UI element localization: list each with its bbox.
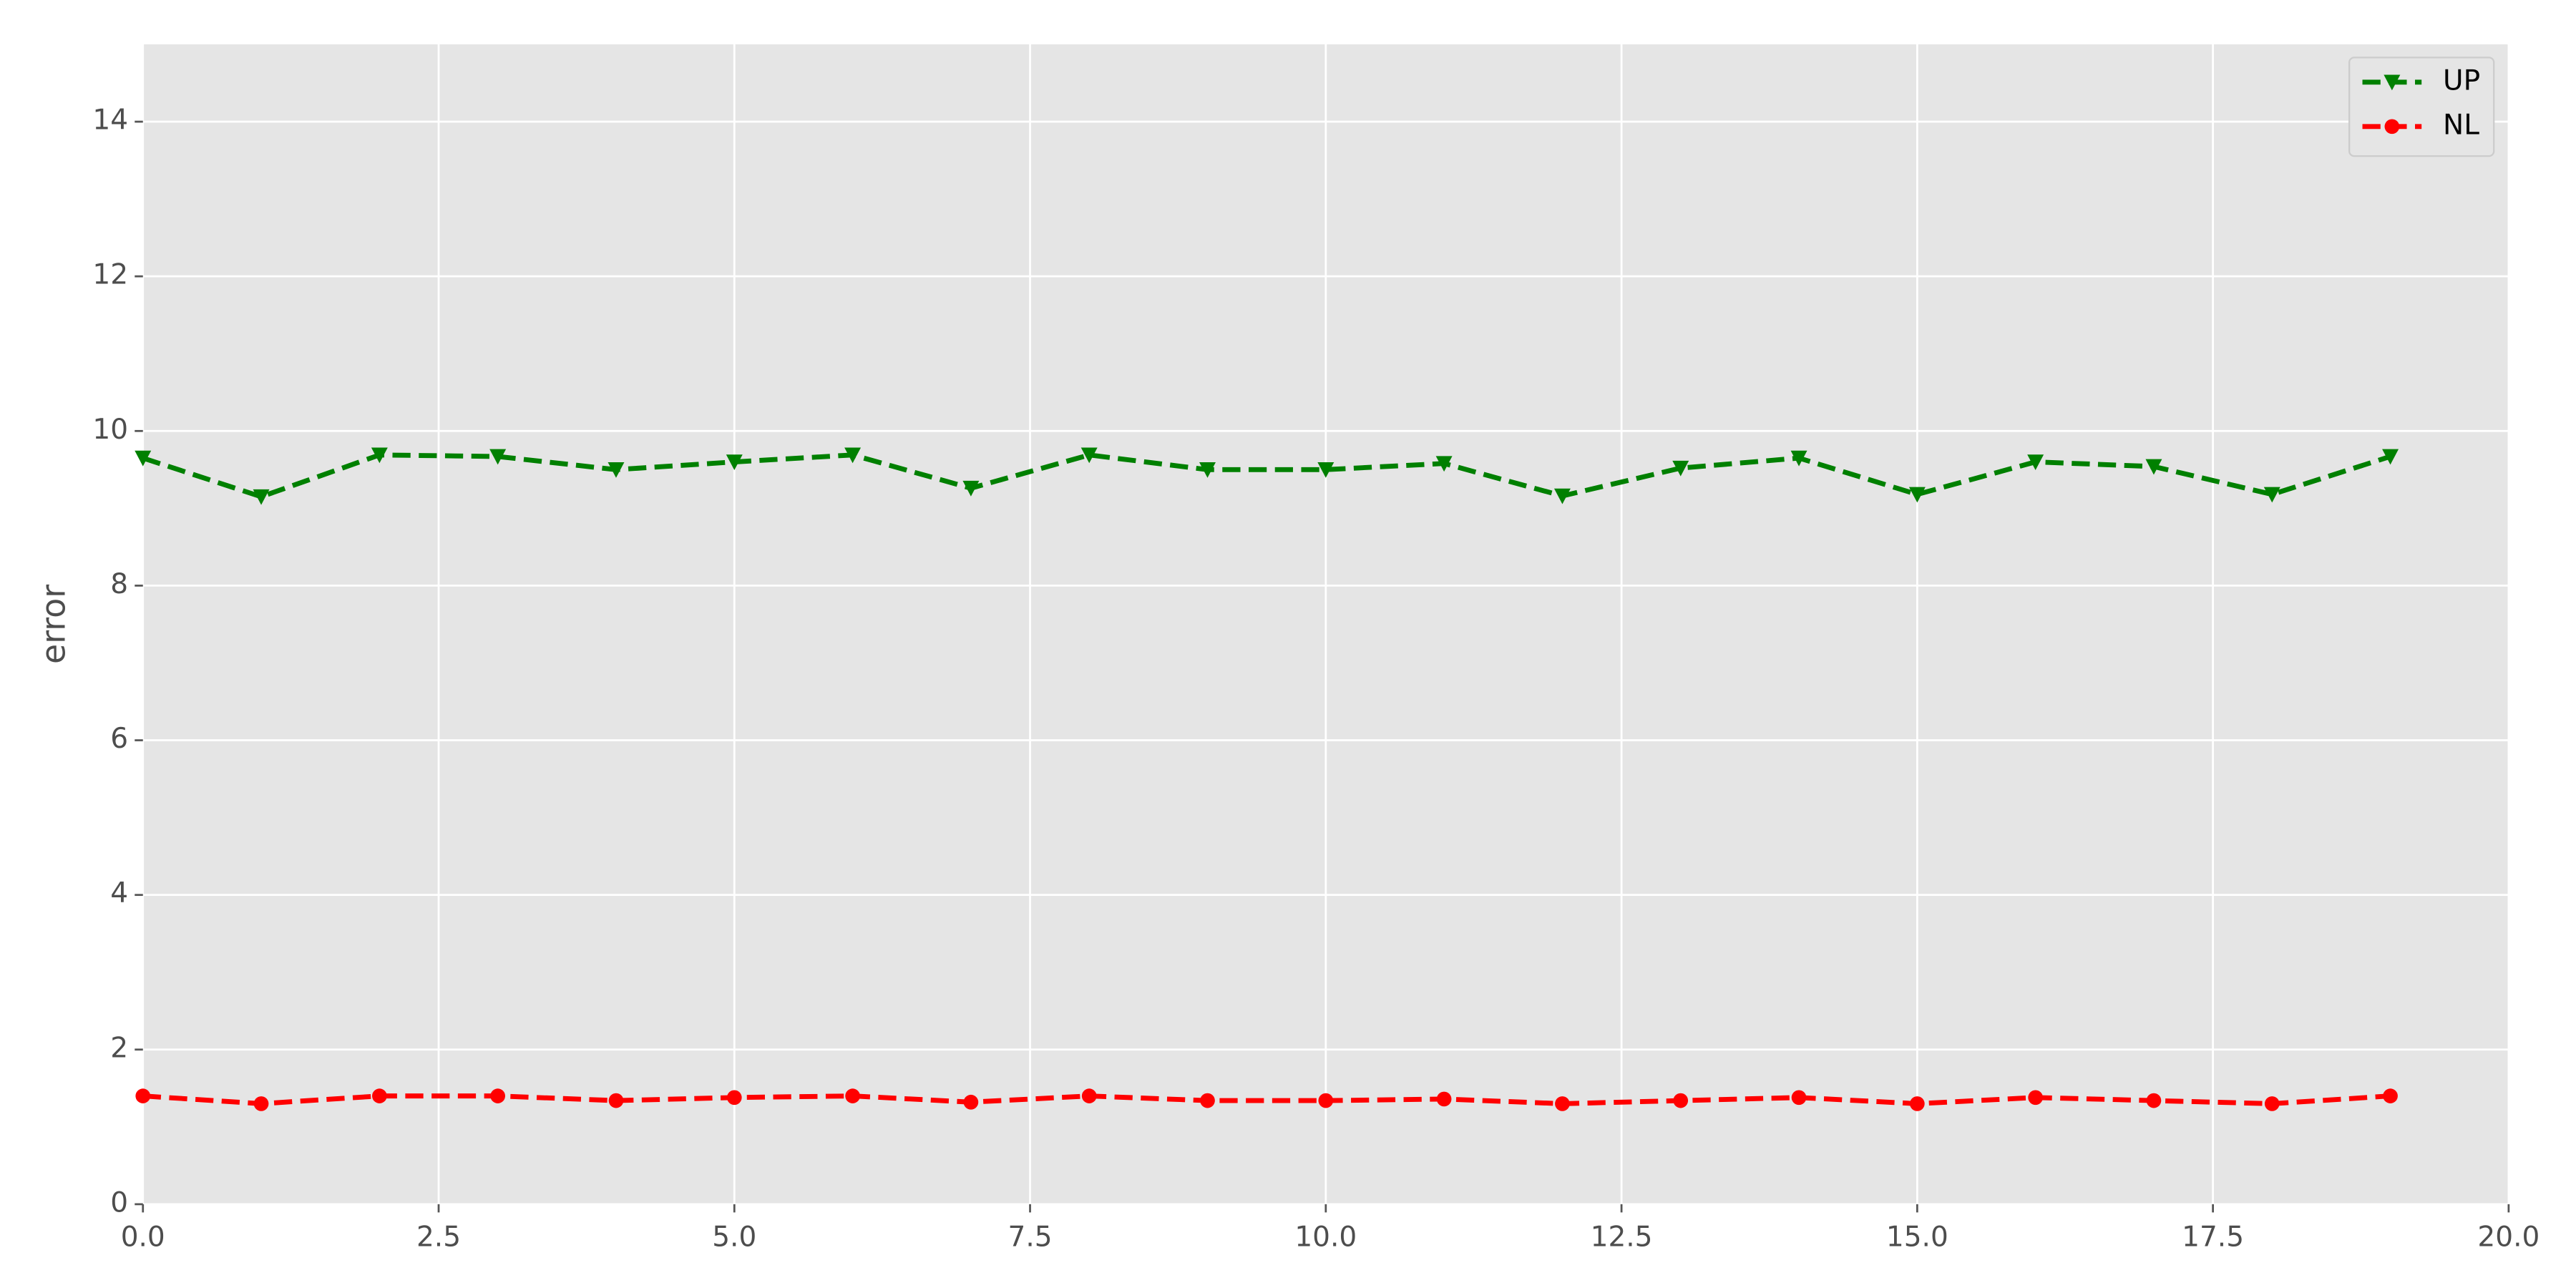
y-tick-label: 10 [92,414,128,446]
marker [1435,456,1453,472]
marker [1200,1093,1215,1108]
marker [2263,487,2280,503]
marker [1908,487,1926,503]
x-tick-label: 17.5 [2182,1221,2244,1254]
marker [490,1088,505,1103]
x-tick-label: 10.0 [1294,1221,1357,1254]
marker [1791,1090,1807,1106]
marker [1672,460,1689,477]
marker [726,454,743,470]
marker [1555,1096,1570,1111]
x-tick-label: 5.0 [712,1221,756,1254]
marker [963,1094,979,1110]
y-tick-label: 12 [92,259,128,291]
marker [845,1088,860,1103]
y-tick-label: 8 [110,568,128,600]
y-axis-label: error [34,585,73,664]
marker [726,1090,742,1106]
x-tick-label: 15.0 [1886,1221,1948,1254]
legend-label: UP [2443,64,2480,97]
marker [371,447,388,464]
marker [2145,459,2162,475]
marker [1673,1093,1689,1108]
legend-box [2348,57,2495,157]
y-tick-label: 6 [110,723,128,755]
marker [1910,1096,1925,1111]
series-line [142,1093,2391,1106]
x-tick-label: 0.0 [121,1221,165,1254]
marker [1199,462,1216,478]
marker [2383,1088,2398,1103]
x-tick-label: 7.5 [1008,1221,1053,1254]
legend-label: NL [2443,109,2479,141]
y-tick-label: 4 [110,877,128,909]
marker [253,489,270,505]
marker [253,1096,269,1111]
x-tick-label: 20.0 [2477,1221,2540,1254]
series-line [142,452,2391,499]
y-tick-label: 14 [92,104,128,137]
marker [135,450,152,467]
x-tick-label: 2.5 [416,1221,461,1254]
marker [1317,462,1335,478]
marker [2264,1096,2280,1111]
marker [1436,1091,1452,1107]
marker [489,449,507,465]
marker [2028,1090,2043,1106]
marker [135,1088,151,1103]
marker [844,447,862,464]
marker [962,480,980,497]
marker [1553,488,1571,504]
marks [135,447,2399,1111]
marker [1318,1093,1334,1108]
y-tick-label: 2 [110,1032,128,1064]
x-tick-label: 12.5 [1591,1221,1653,1254]
marker [2027,454,2044,470]
legend-marker [2384,119,2400,135]
marker [608,1093,624,1108]
marker [2382,449,2399,465]
grid [142,44,2510,1206]
marker [372,1088,387,1103]
marker [1081,1088,1097,1103]
legend-marker [2384,74,2401,91]
marker [1790,450,1807,467]
y-tick-label: 0 [110,1186,128,1219]
marker [2146,1093,2162,1108]
marker [1080,447,1098,464]
marker [608,462,625,478]
